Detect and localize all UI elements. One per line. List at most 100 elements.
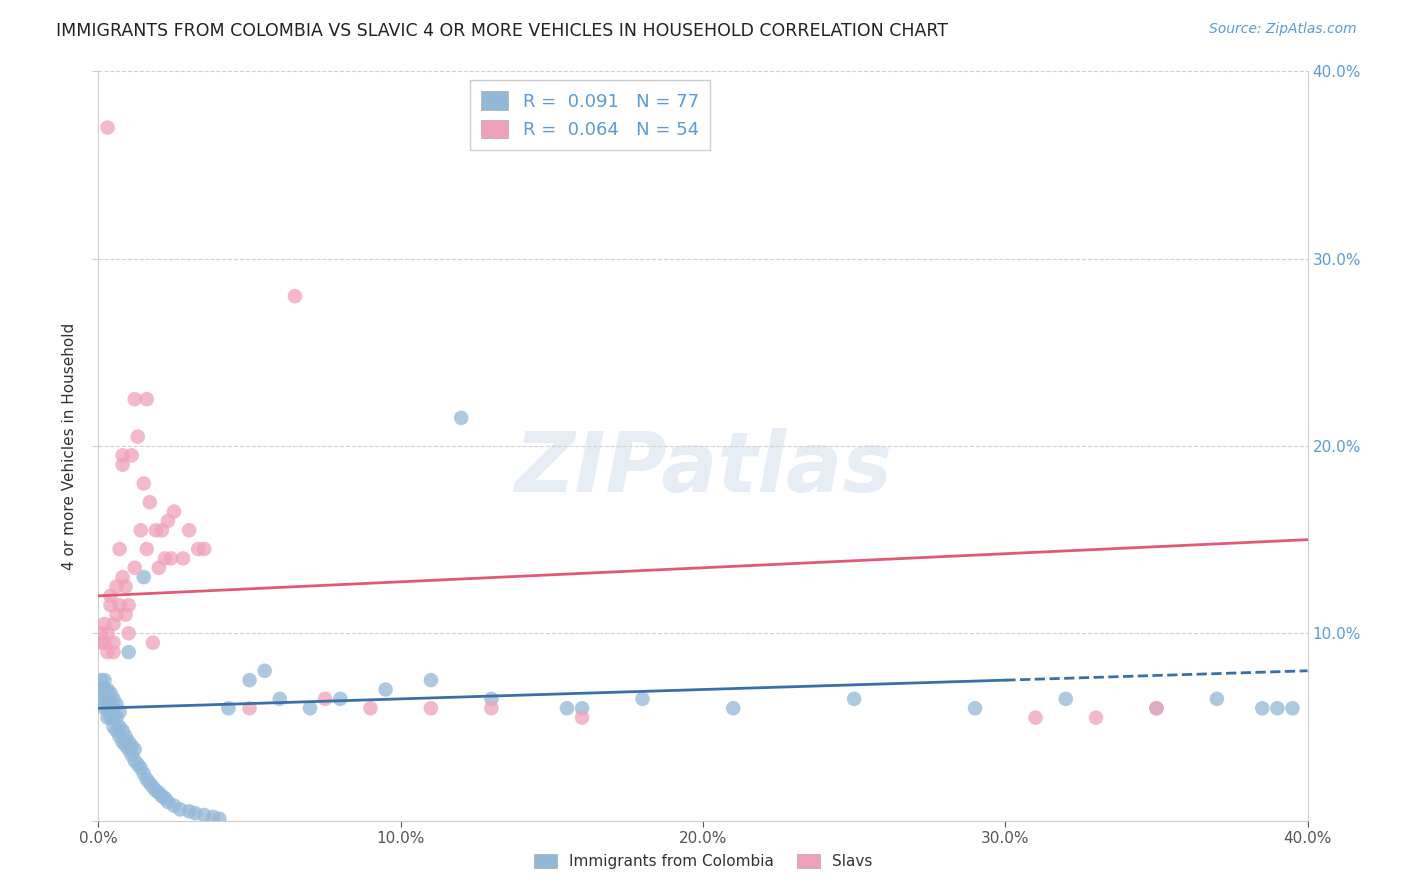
Point: [111, 458, 134, 472]
Point: [114, 730, 136, 744]
Point: [299, 701, 322, 715]
Point: [96, 701, 118, 715]
Point: [132, 476, 155, 491]
Point: [314, 692, 336, 706]
Point: [111, 449, 134, 463]
Point: [100, 705, 122, 719]
Text: ZIPatlas: ZIPatlas: [515, 428, 891, 509]
Point: [108, 542, 131, 557]
Point: [118, 599, 141, 613]
Point: [96, 692, 118, 706]
Point: [96, 682, 118, 697]
Point: [105, 698, 128, 712]
Point: [142, 780, 165, 794]
Point: [121, 449, 143, 463]
Point: [100, 710, 122, 724]
Point: [108, 599, 131, 613]
Legend: R =  0.091   N = 77, R =  0.064   N = 54: R = 0.091 N = 77, R = 0.064 N = 54: [470, 80, 710, 150]
Point: [108, 705, 131, 719]
Point: [90, 673, 112, 688]
Point: [1206, 692, 1229, 706]
Point: [163, 798, 186, 813]
Point: [150, 524, 173, 538]
Text: IMMIGRANTS FROM COLOMBIA VS SLAVIC 4 OR MORE VEHICLES IN HOUSEHOLD CORRELATION C: IMMIGRANTS FROM COLOMBIA VS SLAVIC 4 OR …: [56, 22, 948, 40]
Point: [420, 701, 443, 715]
Point: [1281, 701, 1303, 715]
Point: [163, 505, 186, 519]
Point: [179, 524, 201, 538]
Point: [202, 810, 225, 824]
Point: [103, 710, 125, 724]
Point: [118, 645, 141, 659]
Point: [103, 701, 125, 715]
Point: [450, 411, 472, 425]
Point: [142, 635, 165, 649]
Point: [723, 701, 745, 715]
Point: [100, 686, 122, 700]
Point: [135, 772, 157, 787]
Point: [965, 701, 987, 715]
Point: [148, 561, 170, 575]
Point: [160, 551, 183, 566]
Point: [169, 802, 191, 816]
Point: [93, 701, 115, 715]
Point: [253, 664, 276, 678]
Point: [118, 742, 141, 756]
Point: [118, 735, 141, 749]
Point: [124, 561, 146, 575]
Point: [481, 692, 503, 706]
Point: [208, 812, 231, 826]
Point: [156, 514, 179, 528]
Point: [96, 626, 118, 640]
Point: [1144, 701, 1167, 715]
Point: [139, 495, 162, 509]
Text: Source: ZipAtlas.com: Source: ZipAtlas.com: [1209, 22, 1357, 37]
Point: [129, 524, 152, 538]
Point: [124, 754, 146, 768]
Point: [145, 783, 167, 797]
Point: [1024, 710, 1046, 724]
Point: [179, 805, 201, 819]
Y-axis label: 4 or more Vehicles in Household: 4 or more Vehicles in Household: [62, 322, 77, 570]
Point: [108, 720, 131, 734]
Point: [153, 791, 176, 805]
Point: [1251, 701, 1274, 715]
Point: [1267, 701, 1289, 715]
Point: [124, 392, 146, 407]
Point: [156, 795, 179, 809]
Point: [114, 580, 136, 594]
Point: [1054, 692, 1077, 706]
Point: [153, 551, 176, 566]
Point: [114, 607, 136, 622]
Point: [1085, 710, 1108, 724]
Point: [193, 808, 215, 822]
Point: [111, 723, 134, 738]
Point: [105, 580, 128, 594]
Point: [172, 551, 194, 566]
Point: [121, 739, 143, 753]
Point: [96, 645, 118, 659]
Point: [103, 645, 125, 659]
Point: [96, 710, 118, 724]
Legend: Immigrants from Colombia, Slavs: Immigrants from Colombia, Slavs: [527, 848, 879, 875]
Point: [100, 589, 122, 603]
Point: [374, 682, 396, 697]
Point: [555, 701, 578, 715]
Point: [100, 599, 122, 613]
Point: [93, 682, 115, 697]
Point: [360, 701, 382, 715]
Point: [121, 747, 143, 762]
Point: [90, 635, 112, 649]
Point: [481, 701, 503, 715]
Point: [127, 430, 149, 444]
Point: [90, 626, 112, 640]
Point: [103, 617, 125, 632]
Point: [103, 692, 125, 706]
Point: [90, 682, 112, 697]
Point: [844, 692, 866, 706]
Point: [124, 742, 146, 756]
Point: [93, 617, 115, 632]
Point: [145, 524, 167, 538]
Point: [129, 761, 152, 775]
Point: [96, 120, 118, 135]
